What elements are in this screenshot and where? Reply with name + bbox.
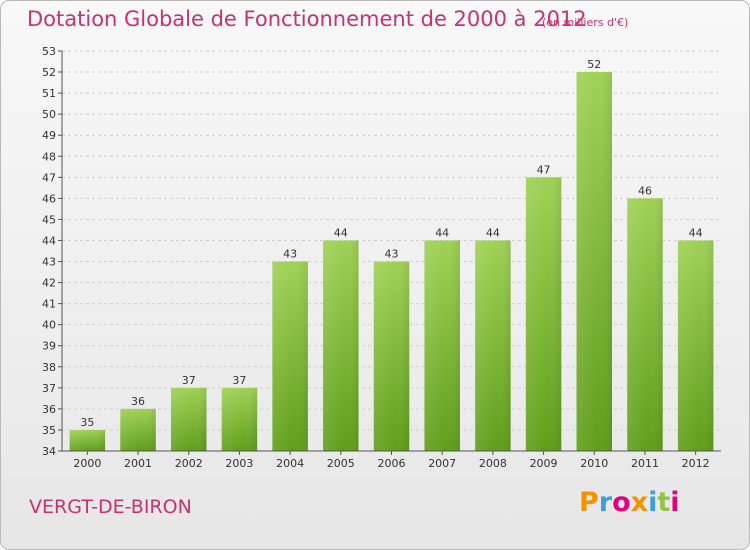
- bar-shade: [323, 240, 359, 451]
- x-tick-label: 2005: [327, 457, 355, 470]
- y-tick-label: 40: [42, 319, 56, 332]
- bar-shade: [272, 261, 308, 451]
- logo-letter: t: [657, 487, 671, 518]
- logo-letter: i: [648, 487, 658, 518]
- y-tick-label: 47: [42, 171, 56, 184]
- value-label: 43: [283, 248, 297, 261]
- x-tick-label: 2002: [175, 457, 203, 470]
- y-tick-label: 51: [42, 87, 56, 100]
- x-tick-label: 2006: [378, 457, 406, 470]
- y-tick-label: 49: [42, 129, 56, 142]
- x-tick-label: 2012: [682, 457, 710, 470]
- value-label: 35: [80, 416, 94, 429]
- bar-shade: [69, 429, 106, 451]
- value-label: 44: [435, 226, 449, 239]
- value-label: 44: [689, 226, 703, 239]
- x-tick-label: 2000: [73, 457, 101, 470]
- y-tick-label: 53: [42, 45, 56, 58]
- logo-letter: P: [579, 487, 599, 518]
- value-label: 46: [638, 184, 652, 197]
- value-label: 47: [537, 163, 551, 176]
- x-tick-label: 2007: [428, 457, 456, 470]
- y-tick-label: 44: [42, 234, 56, 247]
- proxiti-logo: Proxiti: [579, 487, 680, 518]
- logo-letter: o: [612, 487, 631, 518]
- x-tick-label: 2001: [124, 457, 152, 470]
- y-tick-label: 39: [42, 340, 56, 353]
- x-tick-label: 2011: [631, 457, 659, 470]
- bar-shade: [677, 240, 714, 451]
- bar-shade: [475, 240, 511, 451]
- bar-shade: [170, 387, 207, 451]
- value-label: 44: [334, 226, 348, 239]
- y-tick-label: 50: [42, 108, 56, 121]
- logo-letter: x: [630, 487, 649, 518]
- value-label: 37: [232, 374, 246, 387]
- x-tick-label: 2004: [276, 457, 304, 470]
- y-tick-label: 41: [42, 298, 56, 311]
- bar-shade: [120, 408, 156, 451]
- bar-shade: [576, 72, 613, 451]
- x-tick-label: 2008: [479, 457, 507, 470]
- y-tick-label: 43: [42, 256, 56, 269]
- x-tick-label: 2003: [225, 457, 253, 470]
- y-tick-label: 38: [42, 361, 56, 374]
- chart-subtitle: (en milliers d'€): [542, 16, 629, 29]
- chart-title: Dotation Globale de Fonctionnement de 20…: [27, 7, 587, 31]
- value-label: 36: [131, 395, 145, 408]
- place-name: VERGT-DE-BIRON: [29, 496, 192, 518]
- y-tick-label: 52: [42, 66, 56, 79]
- y-tick-label: 46: [42, 192, 56, 205]
- x-tick-label: 2009: [530, 457, 558, 470]
- value-label: 44: [486, 226, 500, 239]
- x-tick-label: 2010: [580, 457, 608, 470]
- bar-shade: [627, 198, 663, 451]
- value-label: 43: [385, 248, 399, 261]
- y-tick-label: 45: [42, 213, 56, 226]
- logo-letter: i: [670, 487, 680, 518]
- y-tick-label: 48: [42, 150, 56, 163]
- y-tick-label: 37: [42, 382, 56, 395]
- y-tick-label: 34: [42, 445, 56, 458]
- bar-shade: [373, 261, 410, 451]
- logo-letter: r: [598, 487, 613, 518]
- bar-shade: [424, 240, 460, 451]
- y-tick-label: 36: [42, 403, 56, 416]
- value-label: 52: [587, 58, 601, 71]
- y-tick-label: 35: [42, 424, 56, 437]
- bar-shade: [525, 177, 562, 451]
- bar-shade: [221, 387, 258, 451]
- value-label: 37: [182, 374, 196, 387]
- y-tick-label: 42: [42, 277, 56, 290]
